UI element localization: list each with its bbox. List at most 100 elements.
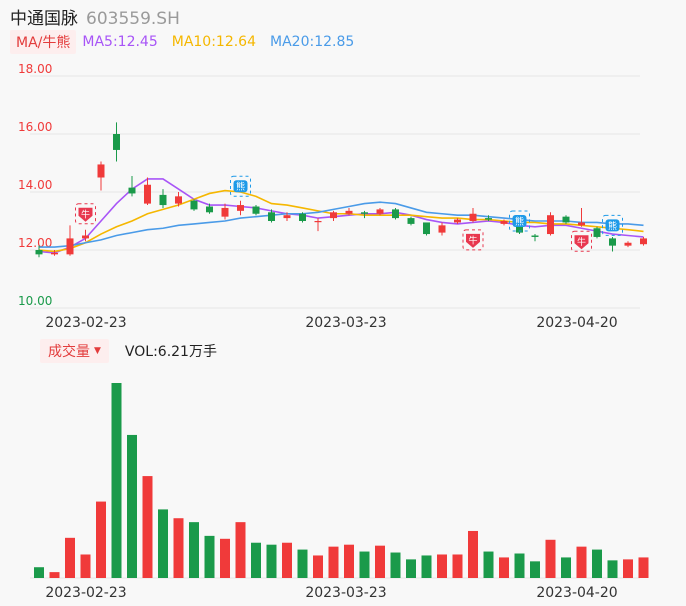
candle-body (578, 222, 585, 226)
badge-icon (605, 219, 620, 232)
candle-body (314, 221, 322, 223)
candle (361, 210, 368, 219)
ma10-line (38, 189, 644, 253)
candle (113, 122, 120, 162)
caret-down-icon: ▼ (94, 346, 101, 356)
volume-bar (313, 555, 323, 578)
ma5-label: MA5:12.45 (82, 34, 158, 50)
volume-bar (158, 509, 168, 578)
candle-body (237, 205, 244, 211)
signal-frame (602, 214, 623, 236)
y-tick-label: 10.00 (18, 294, 52, 308)
volume-bar (344, 544, 354, 578)
candle-body (562, 216, 570, 223)
candle (469, 207, 477, 223)
volume-bar (173, 518, 184, 578)
candle (175, 192, 182, 207)
volume-bar (592, 549, 602, 578)
volume-bar (34, 567, 44, 578)
signal-label: 牛 (81, 208, 90, 220)
candle (159, 189, 167, 208)
candle-body (330, 212, 337, 219)
candle-body (593, 228, 601, 237)
candle (221, 203, 229, 220)
candle (299, 212, 306, 223)
y-tick-label: 16.00 (18, 120, 52, 134)
volume-bar (189, 522, 199, 578)
stock-code: 603559.SH (86, 9, 180, 29)
candle (128, 176, 136, 197)
volume-bar (65, 537, 75, 578)
candle (547, 212, 554, 236)
candle-body (376, 209, 384, 214)
candle-body (500, 221, 508, 224)
ma-indicator-selector[interactable]: MA/牛熊 (10, 30, 77, 54)
ma-legend: MA/牛熊 MA5:12.45 MA10:12.64 MA20:12.85 (10, 30, 368, 54)
candle (485, 215, 492, 221)
volume-indicator-selector[interactable]: 成交量 ▼ (40, 339, 109, 363)
volume-bar (406, 559, 416, 578)
candle-body (128, 187, 136, 194)
volume-bar (452, 554, 463, 578)
signal-frame (75, 203, 96, 225)
candle-body (283, 215, 291, 219)
candle-body (361, 212, 368, 214)
volume-legend: 成交量 ▼ VOL:6.21万手 (40, 339, 217, 363)
badge-icon (233, 180, 248, 193)
volume-bar (375, 545, 385, 578)
candle-body (190, 200, 198, 210)
candle-body (609, 238, 616, 246)
volume-bar (437, 554, 447, 578)
volume-bar (638, 557, 649, 578)
candle (562, 215, 570, 224)
candle (283, 212, 291, 221)
candle-body (113, 134, 120, 150)
candle (82, 229, 89, 242)
candle-body (51, 252, 58, 255)
badge-icon (512, 215, 527, 227)
candle-body (407, 218, 415, 224)
volume-bar (235, 522, 246, 578)
ma5-line (38, 178, 644, 254)
volume-bar (499, 557, 509, 578)
x-tick-label: 2023-03-23 (305, 585, 386, 601)
volume-bar (49, 572, 60, 578)
volume-bar (607, 560, 618, 578)
volume-bar (561, 557, 571, 578)
candle (35, 245, 43, 258)
candle (330, 210, 337, 221)
candle-body (175, 196, 182, 204)
ma20-line (39, 201, 644, 248)
x-tick-label: 2023-04-20 (536, 585, 617, 601)
bull-signal-icon: 牛 (462, 229, 484, 251)
candle-body (159, 194, 167, 206)
candle-body (392, 209, 399, 219)
candle-body (268, 212, 275, 221)
y-tick-label: 18.00 (18, 62, 52, 76)
candle-body (624, 242, 632, 246)
candle (578, 207, 585, 227)
signal-label: 熊 (608, 220, 617, 232)
candle (345, 207, 353, 216)
candle-body (485, 218, 492, 220)
shield-icon (466, 233, 480, 248)
volume-chip-label: 成交量 (48, 344, 90, 360)
signal-label: 牛 (468, 234, 477, 246)
volume-bar (204, 535, 215, 578)
signal-label: 熊 (236, 181, 245, 193)
candle-body (345, 210, 353, 214)
signal-label: 牛 (577, 236, 586, 248)
candle-body (438, 225, 446, 233)
volume-bar (328, 546, 339, 578)
candle-body (531, 235, 539, 237)
signal-label: 熊 (515, 216, 524, 228)
bear-signal-icon: 熊 (509, 210, 530, 232)
stock-name: 中通国脉 (10, 9, 78, 29)
candle-body (221, 207, 229, 217)
candle (66, 225, 74, 256)
x-tick-label: 2023-02-23 (45, 315, 126, 331)
candle-body (469, 213, 477, 221)
volume-bar (127, 434, 137, 578)
volume-bar (545, 539, 556, 578)
